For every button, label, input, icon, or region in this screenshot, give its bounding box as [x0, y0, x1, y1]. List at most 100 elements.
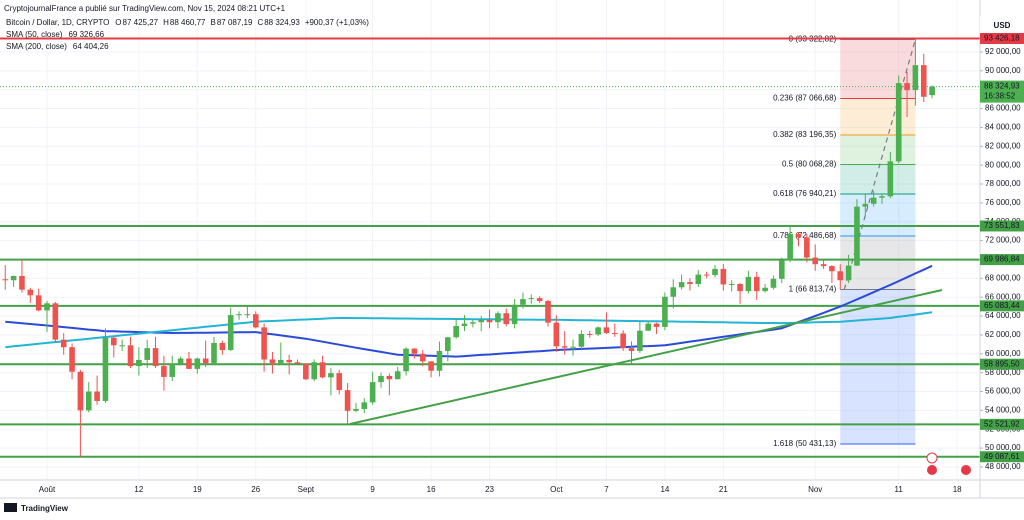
level-tag: [980, 451, 1024, 463]
candle-body: [211, 342, 217, 364]
candle-body: [553, 322, 560, 347]
fib-band: [840, 39, 916, 99]
candle-body: [77, 371, 84, 411]
fib-band: [840, 289, 916, 445]
moving-averages: [5, 264, 933, 358]
candle-body: [311, 362, 317, 380]
candle-body: [261, 327, 267, 360]
y-tick-label: 54 000,00: [985, 405, 1021, 414]
candle-body: [486, 319, 493, 323]
candle-body: [854, 206, 860, 266]
level-tag: [980, 300, 1024, 312]
sma-line: [5, 311, 933, 349]
x-tick-label: Nov: [808, 485, 822, 494]
logo-mark: [4, 503, 17, 512]
level-label: 52 521,92: [984, 419, 1020, 428]
candle-body: [645, 323, 651, 331]
sma-line: [5, 264, 933, 358]
candle-body: [536, 298, 543, 301]
y-tick-label: 90 000,00: [985, 66, 1021, 75]
y-tick-label: 66 000,00: [985, 292, 1021, 301]
y-tick-label: 58 000,00: [985, 368, 1021, 377]
event-icon[interactable]: [926, 452, 938, 464]
legend-name: SMA (50, close): [6, 30, 63, 39]
candle-body: [69, 347, 75, 372]
x-tick-label: 16: [427, 485, 436, 494]
candle-body: [85, 391, 92, 411]
candle-body: [319, 362, 326, 378]
candle-body: [904, 83, 910, 91]
quote-key: H: [163, 18, 169, 27]
publisher: CryptojournalFrance a publié sur Trading…: [4, 4, 286, 13]
legend-value: 69 326,66: [68, 30, 104, 39]
candle-body: [136, 359, 142, 367]
y-tick-label: 48 000,00: [985, 462, 1021, 471]
candle-body: [737, 283, 743, 292]
x-tick-label: 11: [895, 485, 904, 494]
candle-body: [628, 348, 635, 351]
candle-body: [227, 315, 234, 351]
candle-body: [662, 296, 668, 327]
quote-value: 88 324,93: [264, 18, 300, 27]
candle-body: [202, 358, 209, 364]
candle-body: [637, 330, 643, 351]
x-tick-label: Sept: [298, 485, 315, 494]
candle-body: [862, 203, 869, 207]
event-icon[interactable]: [961, 465, 971, 475]
quote-value: 87 425,27: [123, 18, 159, 27]
candle-body: [779, 260, 785, 279]
candle-body: [2, 279, 9, 281]
y-tick-label: 64 000,00: [985, 311, 1021, 320]
candle-body: [612, 333, 618, 335]
level-tag: [980, 418, 1024, 430]
fib-band: [840, 134, 916, 165]
quote-key: O: [115, 18, 121, 27]
candle-body: [845, 265, 852, 281]
candle-body: [920, 65, 927, 97]
fib-band: [840, 194, 916, 237]
candle-body: [511, 304, 518, 325]
x-tick-label: 12: [134, 485, 143, 494]
candle-body: [728, 283, 735, 285]
y-tick-label: 86 000,00: [985, 104, 1021, 113]
candle-body: [545, 300, 551, 323]
candle-body: [252, 314, 259, 328]
candle-body: [895, 83, 902, 162]
y-tick-label: 72 000,00: [985, 236, 1021, 245]
level-tag: [980, 33, 1024, 45]
grid: [0, 0, 980, 480]
level-label: 69 986,84: [984, 255, 1020, 264]
fib-label: 0.382 (83 196,35): [773, 130, 836, 139]
candle-body: [294, 362, 301, 364]
y-tick-label: 82 000,00: [985, 141, 1021, 150]
candle-body: [328, 373, 334, 378]
candle-body: [695, 274, 702, 284]
x-tick-label: 19: [193, 485, 202, 494]
x-tick-label: Août: [39, 485, 56, 494]
candle-body: [745, 276, 752, 292]
candle-body: [804, 237, 810, 258]
candle-body: [528, 298, 535, 300]
x-tick-label: 14: [660, 485, 669, 494]
candle-body: [887, 161, 894, 197]
candle-body: [102, 337, 109, 401]
candle-body: [495, 313, 501, 323]
candle-body: [829, 266, 835, 272]
y-tick-label: 80 000,00: [985, 160, 1021, 169]
candle-body: [753, 276, 760, 292]
fib-band: [840, 98, 916, 135]
candle-body: [436, 350, 443, 371]
candle-body: [127, 345, 134, 367]
quote-key: B: [211, 18, 216, 27]
x-tick-label: 9: [370, 485, 375, 494]
trend-line: [349, 289, 943, 425]
candle-body: [369, 382, 376, 403]
candle-body: [561, 346, 568, 348]
fib-trend-line: [843, 39, 916, 290]
candle-body: [678, 282, 685, 288]
candle-body: [361, 402, 368, 409]
event-icon[interactable]: [927, 465, 937, 475]
x-tick-label: Oct: [550, 485, 563, 494]
